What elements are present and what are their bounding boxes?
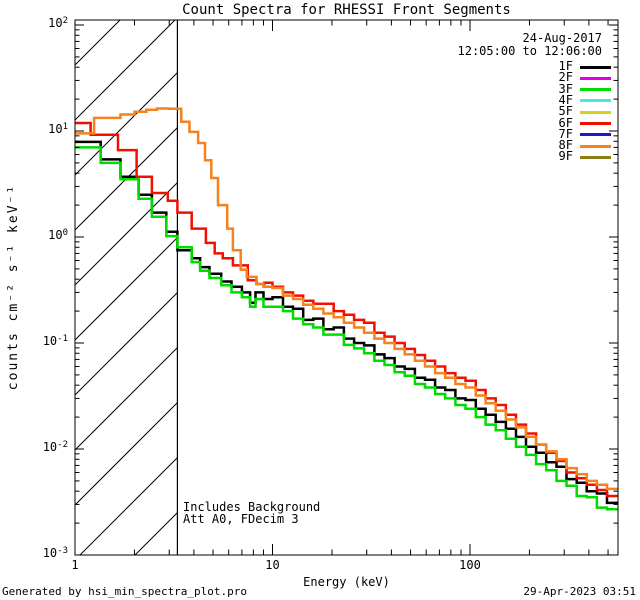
legend-swatch-1F [580, 65, 611, 69]
y-axis-label: counts cm⁻² s⁻¹ keV⁻¹ [6, 183, 21, 391]
axes [74, 19, 619, 556]
y-tick-label-1e-2: 10-2 [42, 440, 68, 454]
x-axis-label: Energy (keV) [303, 575, 390, 589]
legend-label-4F: 4F [558, 92, 573, 107]
y-tick-label-1e0: 100 [48, 228, 68, 242]
series-3F-curve [75, 146, 618, 511]
series-1F-curve [75, 140, 618, 505]
legend-swatch-2F [580, 76, 611, 80]
y-tick-label-1e-3: 10-3 [42, 546, 68, 560]
plot-title: Count Spectra for RHESSI Front Segments [182, 2, 511, 18]
y-tick-label-1e1: 101 [48, 122, 68, 136]
legend-label-6F: 6F [558, 115, 573, 130]
legend-swatch-6F [580, 122, 611, 125]
spectra-curves [75, 107, 618, 511]
legend-swatch-4F [580, 99, 611, 103]
series-6F-curve [75, 121, 618, 498]
render-timestamp: 29-Apr-2023 03:51 [523, 585, 636, 598]
x-tick-label-10: 10 [265, 558, 280, 572]
low-energy-hatch-region [74, 19, 178, 556]
observation-date: 24-Aug-2017 [522, 31, 602, 45]
x-tick-label-100: 100 [459, 558, 481, 572]
legend-label-1F: 1F [558, 59, 573, 73]
legend-swatch-3F [580, 88, 611, 92]
y-tick-label-1e2: 102 [48, 16, 68, 30]
observation-time-range: 12:05:00 to 12:06:00 [457, 44, 603, 58]
annotation-attenuator-state: Att A0, FDecim 3 [183, 512, 299, 526]
legend-label-3F: 3F [558, 81, 573, 96]
series-8F-curve [75, 107, 618, 491]
legend-swatch-8F [580, 144, 611, 148]
legend-label-7F: 7F [558, 126, 573, 141]
y-tick-label-1e-1: 10-1 [42, 334, 68, 348]
legend-swatch-9F [580, 155, 611, 159]
annotation-includes-background: Includes Background [183, 500, 321, 514]
legend-label-2F: 2F [558, 70, 573, 85]
legend-label-8F: 8F [558, 138, 573, 153]
legend-label-9F: 9F [558, 149, 573, 164]
legend-label-5F: 5F [558, 104, 573, 119]
x-tick-label-1: 1 [71, 558, 79, 572]
generator-credit: Generated by hsi_min_spectra_plot.pro [2, 585, 248, 598]
legend-swatch-7F [580, 133, 611, 137]
legend-swatch-5F [580, 110, 611, 114]
